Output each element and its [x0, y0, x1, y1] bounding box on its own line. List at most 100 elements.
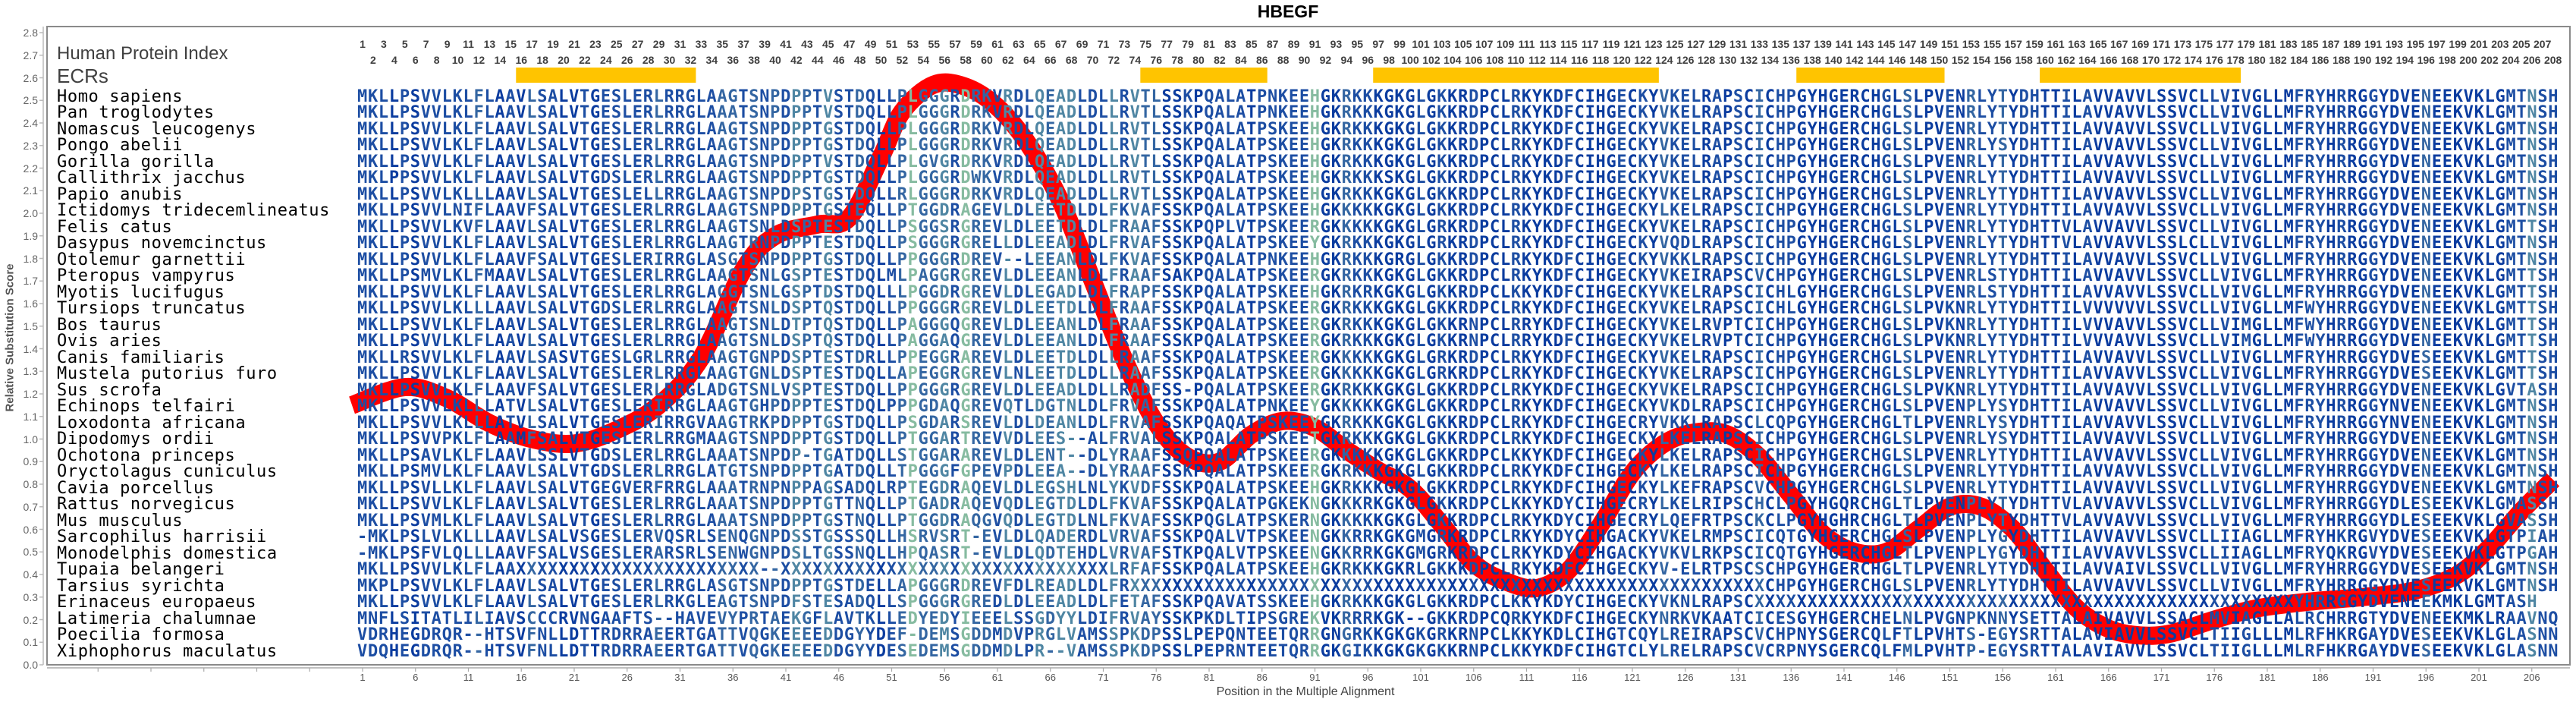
residue: Y [1987, 152, 1998, 172]
residue: F [473, 380, 485, 400]
residue: L [1108, 184, 1120, 204]
residue: T [843, 201, 855, 220]
residue: M [357, 168, 368, 187]
residue: G [928, 168, 940, 187]
human-index-number: 202 [2480, 54, 2499, 66]
residue: R [664, 250, 675, 269]
residue: L [1892, 201, 1903, 220]
residue: R [1965, 282, 1977, 302]
residue: S [1997, 397, 2009, 416]
residue: N [1955, 234, 1966, 253]
residue: A [505, 299, 517, 318]
residue: K [1437, 282, 1448, 302]
residue: E [2442, 250, 2453, 269]
residue: A [1055, 87, 1067, 106]
residue: T [1246, 266, 1258, 285]
residue: M [2505, 87, 2517, 106]
residue: N [759, 184, 771, 204]
residue: V [1659, 380, 1670, 400]
x-tick-label: 101 [1412, 672, 1429, 683]
species-label: Echinops telfairi [57, 397, 236, 416]
residue: C [1574, 332, 1585, 351]
residue: P [1479, 299, 1490, 318]
residue: H [2029, 234, 2040, 253]
residue: L [696, 119, 707, 139]
residue: R [1849, 217, 1861, 237]
residue: G [939, 119, 950, 139]
residue: G [2495, 201, 2506, 220]
residue: L [558, 430, 570, 449]
residue: L [1892, 266, 1903, 285]
human-index-number: 94 [1340, 54, 1353, 66]
residue: N [1955, 152, 1966, 172]
residue: C [1574, 152, 1585, 172]
residue: S [537, 103, 548, 122]
human-index-number: 75 [1139, 38, 1152, 50]
residue: R [1458, 315, 1469, 335]
residue: A [1236, 250, 1247, 269]
residue: V [2103, 184, 2115, 204]
residue: Y [1807, 299, 1818, 318]
residue: R [1119, 315, 1130, 335]
residue: A [495, 250, 506, 269]
residue: D [781, 413, 792, 433]
residue: Y [1648, 217, 1660, 237]
residue: L [1225, 87, 1236, 106]
residue: S [749, 266, 760, 285]
residue: H [1309, 87, 1321, 106]
residue: V [2219, 413, 2231, 433]
residue: M [484, 266, 495, 285]
residue: L [441, 250, 453, 269]
residue: N [2527, 413, 2538, 433]
x-tick-label: 186 [2311, 672, 2329, 683]
residue: R [1341, 152, 1352, 172]
residue: G [960, 234, 972, 253]
residue: F [1151, 348, 1162, 367]
residue: C [1743, 136, 1755, 155]
residue: V [2219, 234, 2231, 253]
residue: E [822, 348, 834, 367]
residue: L [1976, 103, 1987, 122]
residue: E [1299, 234, 1310, 253]
residue: K [1437, 397, 1448, 416]
residue: L [1108, 87, 1120, 106]
residue: T [2050, 430, 2062, 449]
residue: R [642, 201, 654, 220]
residue: L [2198, 380, 2210, 400]
residue: R [950, 103, 961, 122]
residue: H [2029, 282, 2040, 302]
residue: G [1796, 282, 1808, 302]
residue: A [960, 348, 972, 367]
residue: I [1585, 315, 1596, 335]
residue: L [1225, 332, 1236, 351]
residue: E [1299, 413, 1310, 433]
residue: P [1193, 315, 1205, 335]
human-index-number: 15 [504, 38, 517, 50]
residue: G [939, 87, 950, 106]
residue: G [589, 282, 601, 302]
residue: P [1786, 201, 1797, 220]
residue: N [1955, 217, 1966, 237]
residue: G [2495, 332, 2506, 351]
residue: A [1236, 315, 1247, 335]
residue: V [2093, 168, 2104, 187]
residue: L [2262, 87, 2273, 106]
residue: C [1860, 397, 1871, 416]
human-index-number: 208 [2543, 54, 2562, 66]
residue: Y [1648, 299, 1660, 318]
residue: G [1426, 103, 1437, 122]
residue: K [1447, 397, 1459, 416]
residue: H [2326, 282, 2337, 302]
residue: A [717, 348, 728, 367]
residue: G [1405, 217, 1416, 237]
residue: S [1902, 397, 1914, 416]
residue: S [1902, 250, 1914, 269]
residue: L [1225, 119, 1236, 139]
residue: K [1447, 217, 1459, 237]
residue: R [1510, 315, 1522, 335]
residue: R [2304, 217, 2316, 237]
residue: R [1510, 364, 1522, 383]
human-index-number: 67 [1054, 38, 1067, 50]
residue: P [770, 119, 781, 139]
residue: H [2548, 397, 2559, 416]
